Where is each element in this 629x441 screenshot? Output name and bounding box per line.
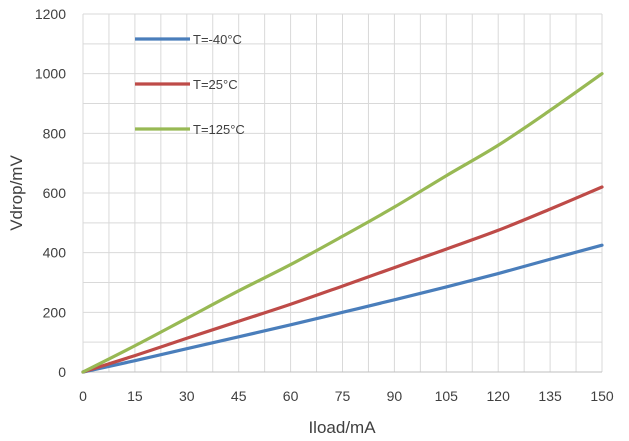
x-tick-label: 90 xyxy=(387,388,403,404)
y-tick-label: 1200 xyxy=(35,6,66,22)
legend-label: T=25°C xyxy=(193,77,238,92)
x-axis-title: Iload/mA xyxy=(308,418,376,437)
x-tick-label: 75 xyxy=(335,388,351,404)
x-tick-label: 150 xyxy=(590,388,614,404)
series-line-2 xyxy=(81,185,604,374)
grid xyxy=(82,13,603,372)
x-tick-label: 135 xyxy=(538,388,562,404)
legend-label: T=-40°C xyxy=(193,32,242,47)
y-tick-label: 400 xyxy=(43,245,67,261)
y-tick-label: 0 xyxy=(58,364,66,380)
legend-label: T=125°C xyxy=(193,122,245,137)
series-line-1 xyxy=(81,243,604,374)
x-tick-label: 0 xyxy=(79,388,87,404)
series-lines xyxy=(81,72,604,374)
y-tick-label: 600 xyxy=(43,185,67,201)
x-tick-label: 15 xyxy=(127,388,143,404)
y-tick-label: 1000 xyxy=(35,66,66,82)
x-tick-label: 30 xyxy=(179,388,195,404)
x-tick-label: 60 xyxy=(283,388,299,404)
x-tick-label: 105 xyxy=(435,388,459,404)
y-tick-label: 800 xyxy=(43,125,67,141)
y-tick-labels: 0 200 400 600 800 1000 1200 xyxy=(35,6,66,380)
x-tick-label: 45 xyxy=(231,388,247,404)
y-axis-title: Vdrop/mV xyxy=(7,155,26,231)
y-tick-label: 200 xyxy=(43,304,67,320)
x-tick-label: 120 xyxy=(487,388,511,404)
x-tick-labels: 0 15 30 45 60 75 90 105 120 135 150 xyxy=(79,388,614,404)
legend: T=-40°C T=25°C T=125°C xyxy=(135,32,245,137)
series-line-3 xyxy=(81,72,604,374)
